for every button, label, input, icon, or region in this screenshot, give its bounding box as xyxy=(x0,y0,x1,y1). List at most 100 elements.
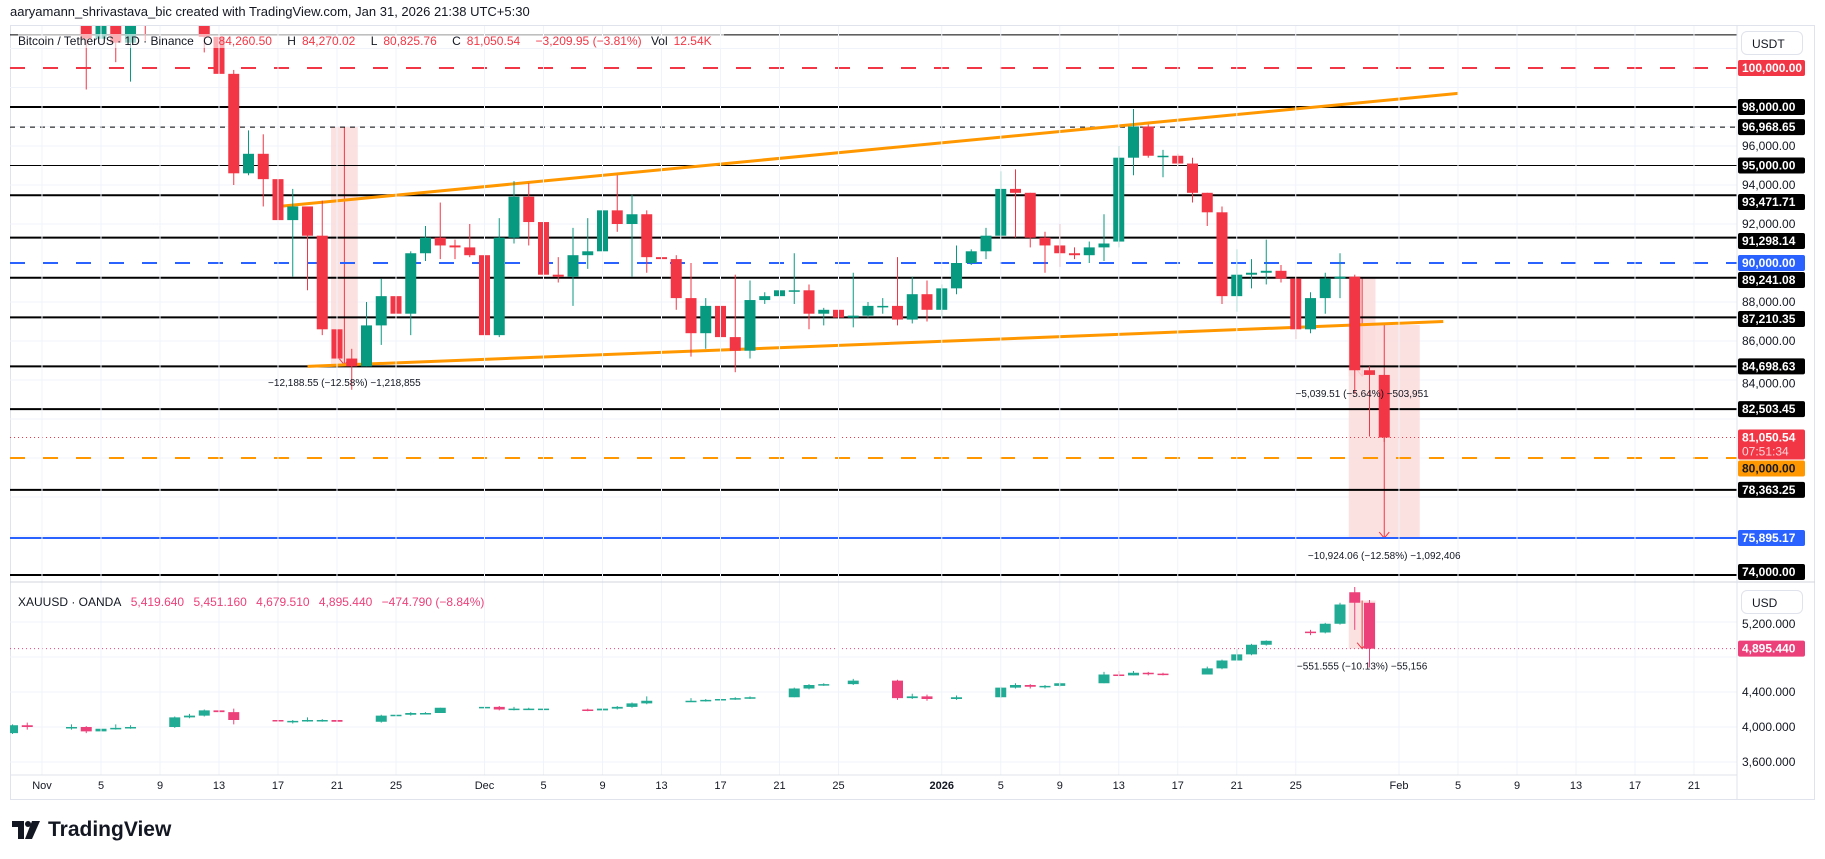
time-axis-label: 9 xyxy=(1514,780,1520,792)
gold-symbol[interactable]: XAUUSD · OANDA xyxy=(18,595,122,609)
btc-candle xyxy=(1349,276,1361,371)
level-price-label: 80,000.00 xyxy=(1742,462,1796,476)
open-label: O xyxy=(203,34,213,48)
btc-candle xyxy=(1260,270,1272,273)
level-price-label: 84,698.63 xyxy=(1742,359,1796,373)
btc-candle xyxy=(552,274,564,277)
gold-candle xyxy=(80,727,92,732)
btc-tick-label: 86,000.00 xyxy=(1742,334,1796,348)
time-axis-label: 9 xyxy=(157,780,163,792)
btc-candle xyxy=(434,237,446,246)
btc-candle xyxy=(892,305,903,320)
btc-tick-label: 94,000.00 xyxy=(1742,178,1796,192)
btc-candle xyxy=(302,206,313,236)
gold-candle xyxy=(892,680,903,699)
gold-candle xyxy=(1201,668,1213,675)
gold-candle xyxy=(125,727,136,729)
level-price-label-bg xyxy=(1738,530,1805,547)
time-axis-label: 17 xyxy=(714,780,726,792)
level-price-label-bg xyxy=(1738,564,1805,580)
btc-candle xyxy=(316,235,328,330)
level-price-label: 95,000.00 xyxy=(1742,159,1796,173)
gold-candle xyxy=(1157,673,1169,676)
gold-candle xyxy=(1024,685,1036,687)
gold-candle xyxy=(1010,685,1021,688)
gold-tick-label: 3,600.000 xyxy=(1742,755,1796,769)
btc-candle xyxy=(759,296,771,301)
gold-legend: XAUUSD · OANDA 5,419.640 5,451.160 4,679… xyxy=(18,595,490,609)
btc-candle xyxy=(1098,243,1110,248)
btc-candle xyxy=(464,247,476,256)
gold-current-price-label: 4,895.440 xyxy=(1742,642,1796,656)
btc-pane xyxy=(10,4,1737,576)
time-axis-label: 5 xyxy=(1455,780,1461,792)
level-price-label: 78,363.25 xyxy=(1742,483,1796,497)
btc-candle xyxy=(198,26,210,37)
btc-candle xyxy=(803,290,815,314)
btc-tick-label: 84,000.00 xyxy=(1742,376,1796,390)
level-price-label-bg xyxy=(1738,60,1805,76)
btc-currency-button[interactable]: USDT xyxy=(1741,31,1803,55)
btc-candle xyxy=(582,251,594,256)
level-price-label-bg xyxy=(1738,119,1805,136)
btc-candle xyxy=(626,214,638,224)
btc-symbol[interactable]: Bitcoin / TetherUS · 1D · Binance xyxy=(18,34,194,48)
gold-candle xyxy=(700,699,712,702)
btc-candle xyxy=(508,196,520,238)
low-label: L xyxy=(370,34,378,48)
btc-candle xyxy=(965,251,977,263)
level-price-label: 98,000.00 xyxy=(1742,100,1796,114)
gold-candle xyxy=(1260,640,1272,645)
btc-candle xyxy=(1187,163,1198,193)
close-label: C xyxy=(452,34,461,48)
gold-candle xyxy=(685,700,697,703)
gold-candle xyxy=(1364,602,1375,649)
level-price-label-bg xyxy=(1738,311,1805,327)
btc-candle xyxy=(346,358,358,367)
time-axis-label: 9 xyxy=(599,780,605,792)
gold-candle xyxy=(729,698,741,700)
btc-candle xyxy=(375,296,387,326)
level-price-label: 82,503.45 xyxy=(1742,402,1796,416)
time-axis-label: 21 xyxy=(773,780,785,792)
tradingview-logo[interactable]: TradingView xyxy=(12,818,171,842)
btc-candle xyxy=(257,153,269,180)
gold-candle xyxy=(10,725,18,734)
volume-value: 12.54K xyxy=(673,34,712,48)
level-price-label: 91,298.14 xyxy=(1742,234,1796,248)
chart-attribution: aaryamann_shrivastava_bic created with T… xyxy=(10,4,530,19)
btc-candle xyxy=(243,153,254,174)
gold-candle xyxy=(906,696,918,699)
gold-change: −474.790 (−8.84%) xyxy=(381,595,485,609)
gold-candle xyxy=(803,685,815,689)
gold-candle xyxy=(302,720,313,722)
level-price-label-bg xyxy=(1738,481,1805,498)
gold-candle xyxy=(744,697,756,699)
btc-candle xyxy=(405,253,417,314)
gold-candle xyxy=(1216,660,1228,669)
btc-candle xyxy=(449,245,461,248)
time-axis-label: 25 xyxy=(390,780,402,792)
gold-candle xyxy=(375,715,387,722)
gold-candle xyxy=(818,684,830,686)
btc-candle xyxy=(729,337,741,351)
time-axis-label: 5 xyxy=(540,780,546,792)
btc-candle xyxy=(140,4,151,24)
gold-candle xyxy=(847,680,859,685)
btc-candle xyxy=(1364,370,1375,375)
time-axis-label: 21 xyxy=(1688,780,1700,792)
gold-currency-button[interactable]: USD xyxy=(1741,590,1803,614)
gold-candle xyxy=(1098,674,1110,684)
level-price-label-bg xyxy=(1738,157,1805,174)
trendline xyxy=(307,320,1444,368)
gold-high: 5,451.160 xyxy=(193,595,247,609)
gold-candle xyxy=(287,720,299,723)
level-price-label-bg xyxy=(1738,401,1805,418)
level-price-label-bg xyxy=(1738,233,1805,249)
open-value: 84,260.50 xyxy=(218,34,272,48)
level-price-label: 87,210.35 xyxy=(1742,312,1796,326)
btc-legend: Bitcoin / TetherUS · 1D · Binance O 84,26… xyxy=(18,34,724,48)
btc-candle xyxy=(1157,155,1169,158)
btc-candle xyxy=(1024,192,1036,238)
